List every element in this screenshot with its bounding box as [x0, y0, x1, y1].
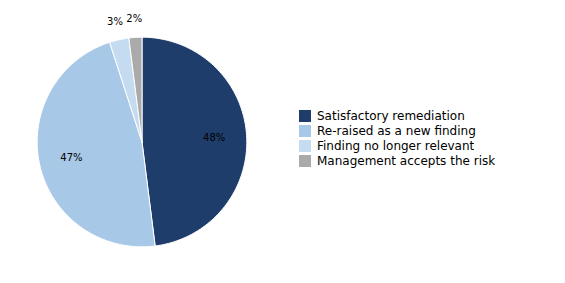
html-text:Re-raised as a new finding: Re-raised as a new finding: [317, 123, 476, 138]
svg-text:47%: 47%: [60, 152, 82, 163]
html-text:Satisfactory remediation: Satisfactory remediation: [317, 108, 465, 123]
html-text:Finding no longer relevant: Finding no longer relevant: [317, 138, 475, 153]
svg-text:48%: 48%: [203, 132, 225, 143]
html-text:Management accepts the risk: Management accepts the risk: [317, 153, 496, 168]
svg-text:3%: 3%: [107, 15, 123, 26]
svg-text:2%: 2%: [126, 13, 142, 24]
